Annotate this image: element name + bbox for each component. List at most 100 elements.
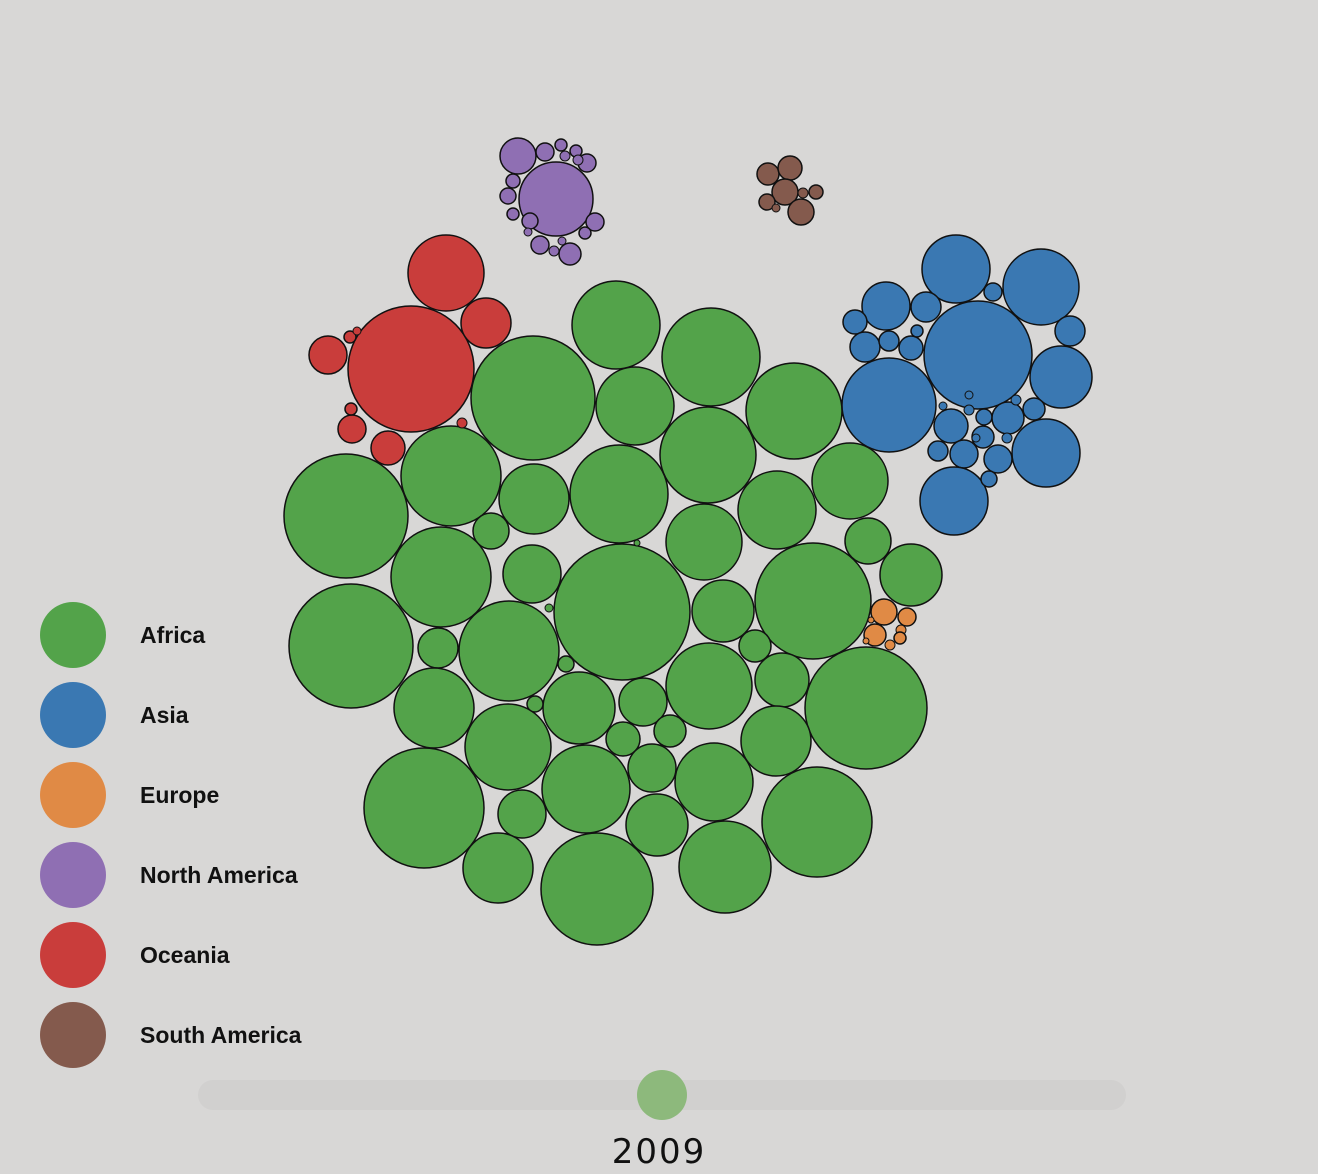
- bubble-africa[interactable]: [595, 366, 675, 446]
- bubble-africa[interactable]: [462, 832, 534, 904]
- bubble-north-america[interactable]: [530, 235, 550, 255]
- bubble-north-america[interactable]: [585, 212, 605, 232]
- bubble-africa[interactable]: [653, 714, 687, 748]
- bubble-africa[interactable]: [497, 789, 547, 839]
- bubble-south-america[interactable]: [808, 184, 824, 200]
- bubble-africa[interactable]: [879, 543, 943, 607]
- bubble-africa[interactable]: [470, 335, 596, 461]
- bubble-south-america[interactable]: [797, 187, 809, 199]
- bubble-asia[interactable]: [923, 300, 1033, 410]
- bubble-asia[interactable]: [1054, 315, 1086, 347]
- bubble-africa[interactable]: [811, 442, 889, 520]
- bubble-north-america[interactable]: [505, 173, 521, 189]
- bubble-africa[interactable]: [754, 652, 810, 708]
- bubble-north-america[interactable]: [554, 138, 568, 152]
- bubble-africa[interactable]: [618, 677, 668, 727]
- bubble-africa[interactable]: [288, 583, 414, 709]
- bubble-asia[interactable]: [841, 357, 937, 453]
- bubble-africa[interactable]: [472, 512, 510, 550]
- bubble-asia[interactable]: [983, 282, 1003, 302]
- bubble-africa[interactable]: [569, 444, 669, 544]
- bubble-africa[interactable]: [740, 705, 812, 777]
- bubble-africa[interactable]: [665, 503, 743, 581]
- bubble-asia[interactable]: [861, 281, 911, 331]
- bubble-oceania[interactable]: [347, 305, 475, 433]
- bubble-europe[interactable]: [870, 598, 898, 626]
- bubble-europe[interactable]: [897, 607, 917, 627]
- bubble-asia[interactable]: [849, 331, 881, 363]
- bubble-africa[interactable]: [691, 579, 755, 643]
- legend-item-europe[interactable]: Europe: [40, 762, 301, 828]
- bubble-south-america[interactable]: [756, 162, 780, 186]
- bubble-asia[interactable]: [910, 291, 942, 323]
- bubble-africa[interactable]: [674, 742, 754, 822]
- legend-item-north-america[interactable]: North America: [40, 842, 301, 908]
- bubble-asia[interactable]: [933, 408, 969, 444]
- bubble-asia[interactable]: [1011, 418, 1081, 488]
- bubble-asia[interactable]: [898, 335, 924, 361]
- bubble-africa[interactable]: [557, 655, 575, 673]
- bubble-asia[interactable]: [1022, 397, 1046, 421]
- bubble-europe[interactable]: [862, 637, 870, 645]
- bubble-africa[interactable]: [498, 463, 570, 535]
- bubble-asia[interactable]: [963, 404, 975, 416]
- bubble-asia[interactable]: [938, 401, 948, 411]
- bubble-africa[interactable]: [761, 766, 873, 878]
- bubble-asia[interactable]: [971, 433, 981, 443]
- bubble-asia[interactable]: [1002, 248, 1080, 326]
- bubble-north-america[interactable]: [499, 137, 537, 175]
- legend-item-south-america[interactable]: South America: [40, 1002, 301, 1068]
- bubble-oceania[interactable]: [460, 297, 512, 349]
- bubble-south-america[interactable]: [758, 193, 776, 211]
- legend-item-oceania[interactable]: Oceania: [40, 922, 301, 988]
- bubble-africa[interactable]: [745, 362, 843, 460]
- bubble-oceania[interactable]: [352, 326, 362, 336]
- bubble-africa[interactable]: [804, 646, 928, 770]
- bubble-south-america[interactable]: [777, 155, 803, 181]
- bubble-europe[interactable]: [867, 616, 875, 624]
- bubble-africa[interactable]: [844, 517, 892, 565]
- bubble-africa[interactable]: [659, 406, 757, 504]
- bubble-africa[interactable]: [738, 629, 772, 663]
- bubble-north-america[interactable]: [572, 154, 584, 166]
- bubble-africa[interactable]: [526, 695, 544, 713]
- bubble-africa[interactable]: [544, 603, 554, 613]
- bubble-africa[interactable]: [283, 453, 409, 579]
- bubble-africa[interactable]: [502, 544, 562, 604]
- bubble-asia[interactable]: [921, 234, 991, 304]
- bubble-asia[interactable]: [964, 390, 974, 400]
- bubble-north-america[interactable]: [523, 227, 533, 237]
- bubble-africa[interactable]: [754, 542, 872, 660]
- legend-item-asia[interactable]: Asia: [40, 682, 301, 748]
- bubble-europe[interactable]: [884, 639, 896, 651]
- bubble-north-america[interactable]: [578, 226, 592, 240]
- bubble-north-america[interactable]: [559, 150, 571, 162]
- bubble-africa[interactable]: [540, 832, 654, 946]
- bubble-africa[interactable]: [737, 470, 817, 550]
- bubble-north-america[interactable]: [506, 207, 520, 221]
- bubble-asia[interactable]: [927, 440, 949, 462]
- bubble-asia[interactable]: [1001, 432, 1013, 444]
- bubble-africa[interactable]: [633, 539, 641, 547]
- bubble-north-america[interactable]: [548, 245, 560, 257]
- bubble-africa[interactable]: [661, 307, 761, 407]
- bubble-asia[interactable]: [919, 466, 989, 536]
- bubble-north-america[interactable]: [535, 142, 555, 162]
- year-slider[interactable]: [198, 1070, 1126, 1120]
- bubble-africa[interactable]: [571, 280, 661, 370]
- bubble-asia[interactable]: [1010, 394, 1022, 406]
- bubble-asia[interactable]: [842, 309, 868, 335]
- bubble-south-america[interactable]: [771, 203, 781, 213]
- bubble-africa[interactable]: [393, 667, 475, 749]
- bubble-africa[interactable]: [400, 425, 502, 527]
- bubble-africa[interactable]: [417, 627, 459, 669]
- bubble-north-america[interactable]: [558, 242, 582, 266]
- bubble-africa[interactable]: [605, 721, 641, 757]
- bubble-africa[interactable]: [363, 747, 485, 869]
- bubble-oceania[interactable]: [337, 414, 367, 444]
- bubble-oceania[interactable]: [370, 430, 406, 466]
- bubble-africa[interactable]: [665, 642, 753, 730]
- bubble-asia[interactable]: [1029, 345, 1093, 409]
- bubble-africa[interactable]: [542, 671, 616, 745]
- bubble-oceania[interactable]: [344, 402, 358, 416]
